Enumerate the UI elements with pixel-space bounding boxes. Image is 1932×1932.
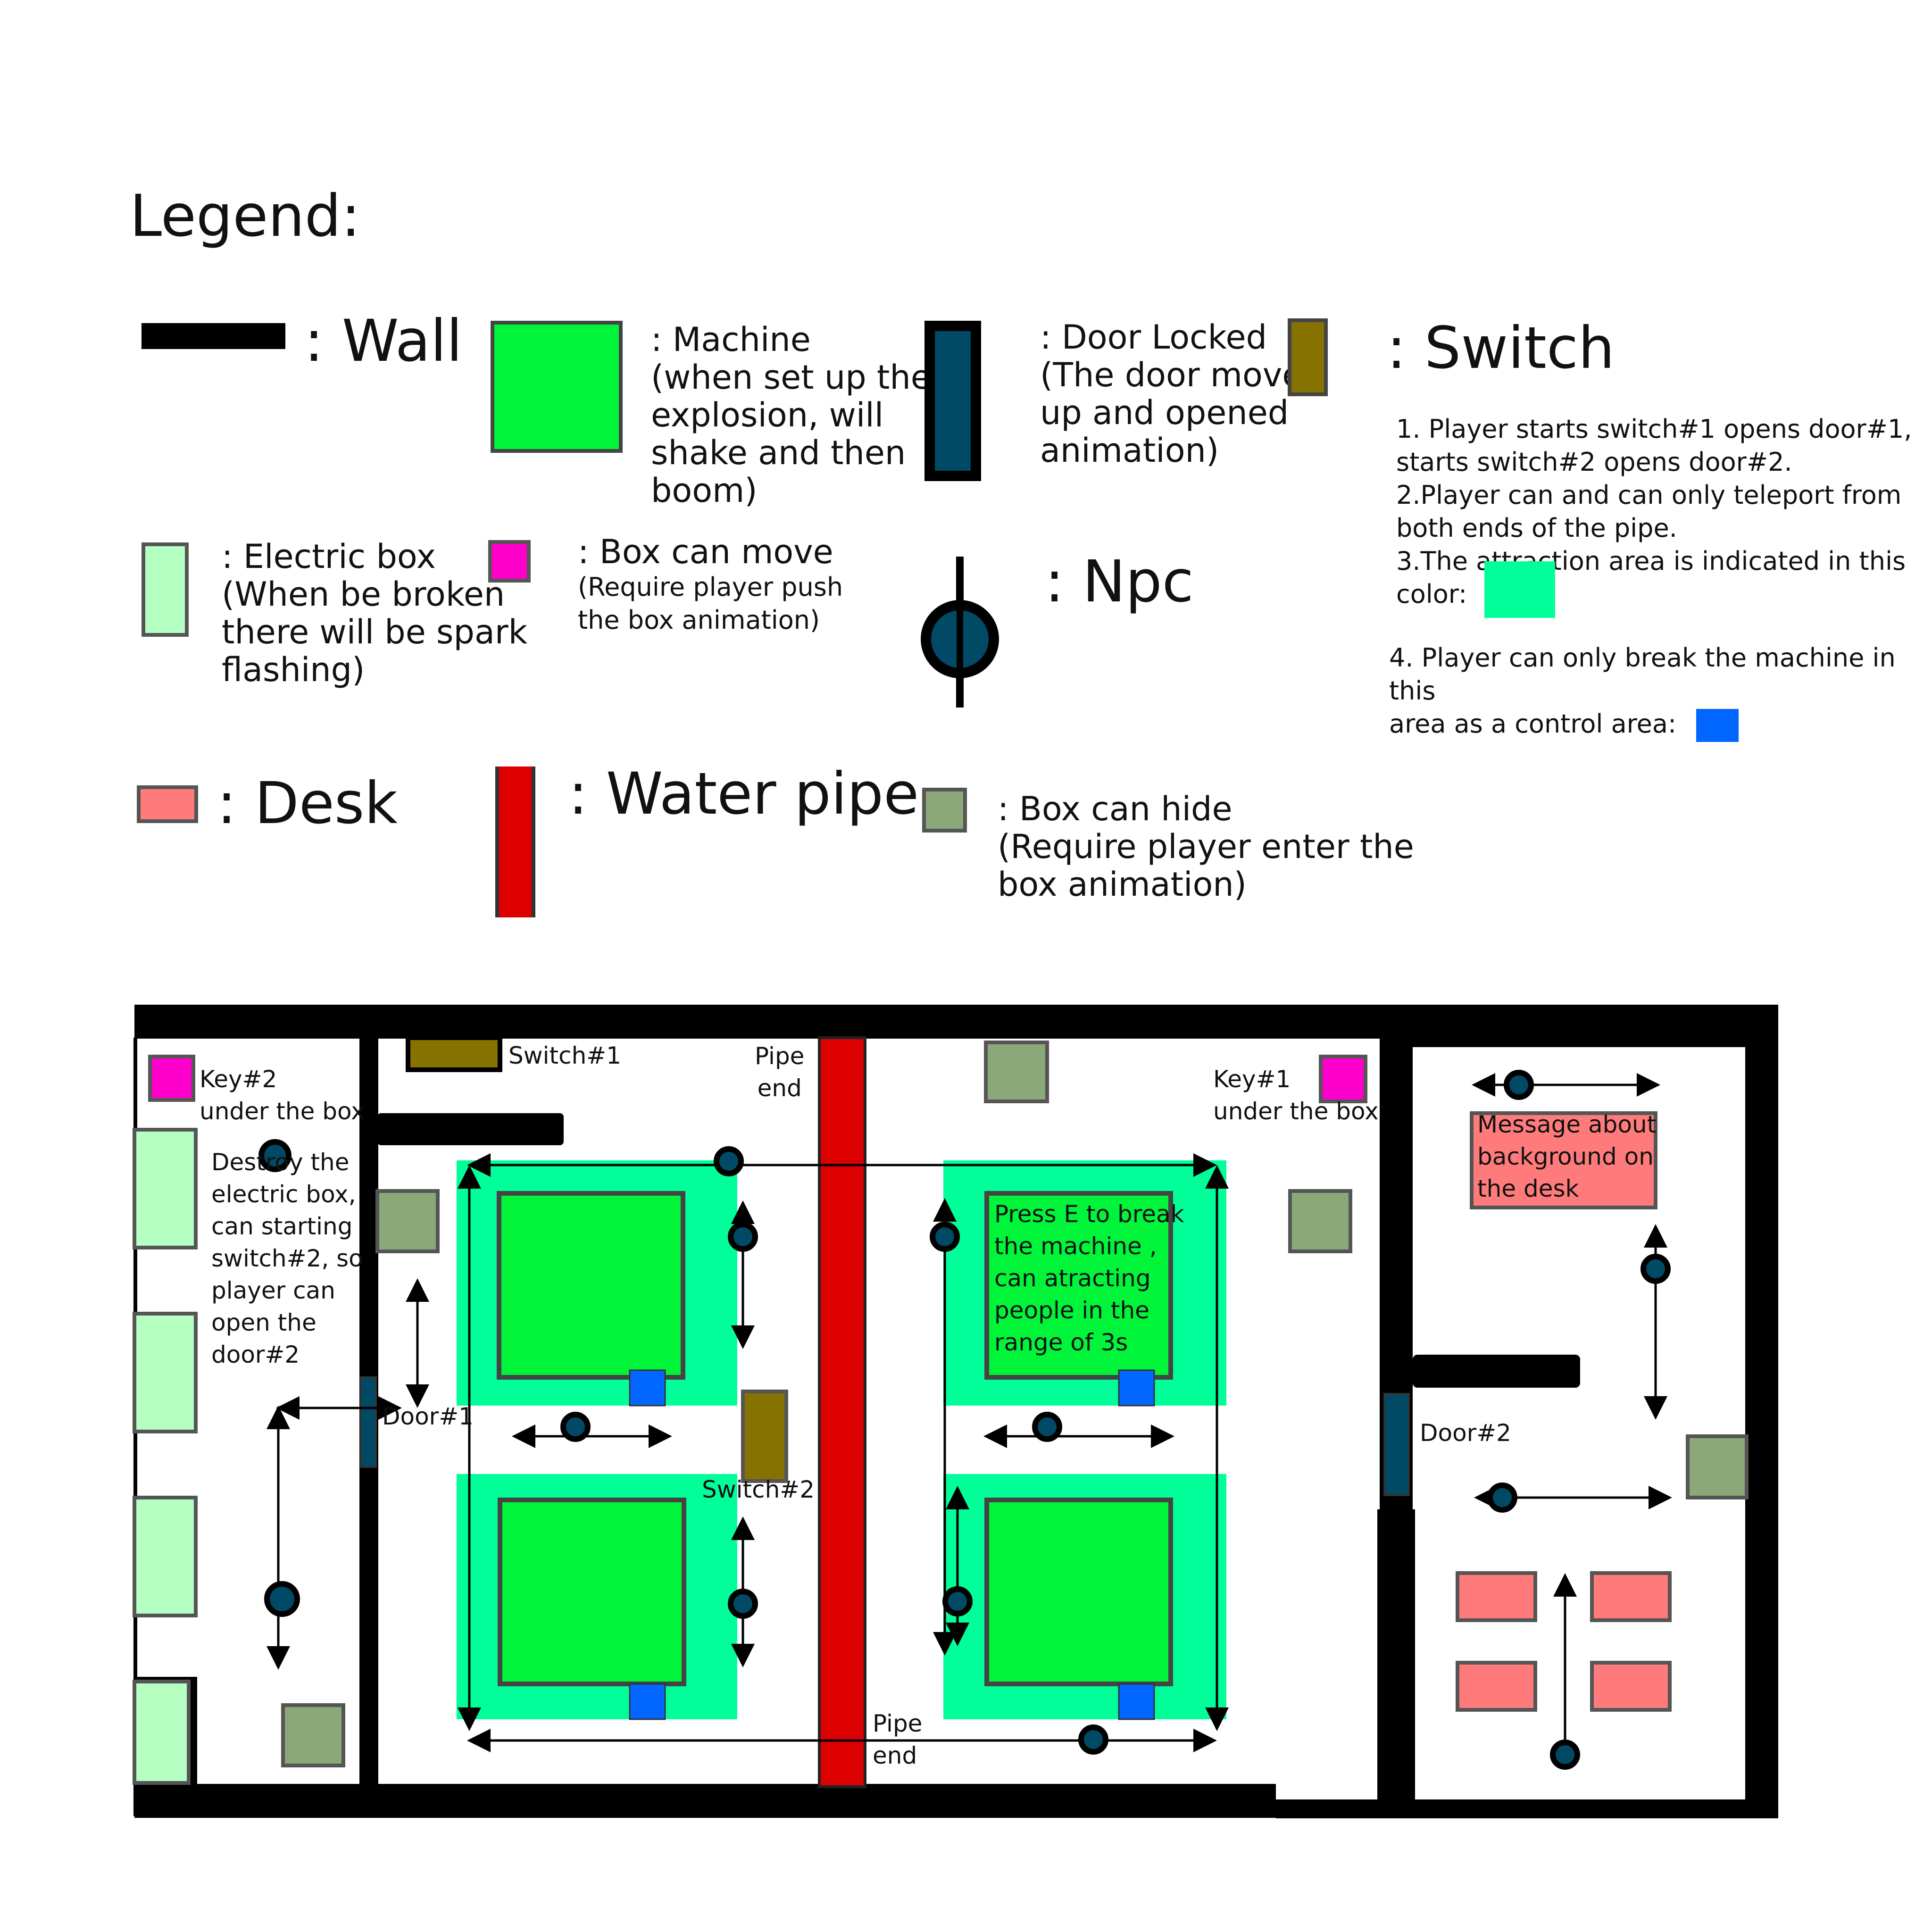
npc [1641, 1254, 1671, 1284]
electric-box[interactable] [133, 1680, 191, 1785]
electric-box[interactable] [133, 1128, 198, 1249]
legend-wall-swatch [142, 323, 285, 349]
door2-label: Door#2 [1420, 1419, 1511, 1447]
control-area-swatch [1696, 709, 1739, 742]
movable-box-key2[interactable] [148, 1055, 195, 1102]
patrol-paths [266, 1073, 1672, 1752]
attraction-area-swatch [1484, 561, 1556, 618]
control-area[interactable] [629, 1683, 666, 1720]
npc [1078, 1724, 1108, 1755]
desk[interactable] [1590, 1571, 1672, 1622]
switch2-label: Switch#2 [702, 1476, 815, 1503]
switch-2[interactable] [741, 1390, 788, 1483]
npc [1550, 1740, 1580, 1770]
legend-title: Legend: [130, 183, 361, 250]
hide-box[interactable] [984, 1041, 1049, 1103]
wall-top [134, 1005, 1778, 1039]
pipe-end-top-label: Pipe end [755, 1042, 805, 1102]
key1-label: Key#1 under the box [1213, 1066, 1379, 1125]
legend-box-move-swatch [488, 540, 531, 583]
desk[interactable] [1456, 1571, 1537, 1622]
electric-box[interactable] [133, 1312, 198, 1433]
legend-switch-swatch [1288, 318, 1328, 396]
npc [1032, 1412, 1062, 1442]
legend-box-hide-swatch [922, 788, 967, 833]
movable-box-key1[interactable] [1319, 1055, 1367, 1103]
legend-npc-icon [921, 557, 999, 708]
npc [264, 1581, 300, 1617]
control-area[interactable] [1118, 1369, 1155, 1407]
npc [560, 1412, 591, 1442]
control-area[interactable] [629, 1369, 666, 1407]
switch1-label: Switch#1 [508, 1042, 622, 1069]
legend-desk-swatch [137, 785, 198, 823]
door-1[interactable] [360, 1376, 377, 1468]
control-area[interactable] [1118, 1683, 1155, 1720]
wall-right-room-ledge [1413, 1355, 1580, 1388]
legend-box-hide-text: : Box can hide (Require player enter the… [998, 790, 1414, 904]
legend-wall-label: : Wall [304, 308, 463, 375]
press-e-note: Press E to break the machine , can atrac… [994, 1200, 1184, 1356]
legend-npc-label: : Npc [1045, 548, 1194, 615]
legend-machine-swatch [491, 321, 623, 453]
legend-switch-notes: 1. Player starts switch#1 opens door#1, … [1396, 413, 1912, 634]
legend-water-pipe-label: : Water pipe [568, 760, 919, 827]
legend-door-swatch [924, 321, 981, 481]
desk[interactable] [1590, 1661, 1672, 1712]
legend-machine-text: : Machine (when set up the explosion, wi… [651, 320, 931, 510]
legend-switch-label: : Switch [1387, 315, 1615, 382]
legend-door-text: : Door Locked (The door moved up and ope… [1040, 318, 1324, 470]
hide-box[interactable] [1686, 1434, 1749, 1499]
npcs [258, 1070, 1671, 1770]
wall-bottom [134, 1784, 1276, 1818]
machine[interactable] [498, 1498, 686, 1686]
hide-box[interactable] [1288, 1189, 1352, 1253]
machine[interactable] [497, 1191, 685, 1380]
desk-message[interactable] [1470, 1111, 1657, 1209]
machine[interactable] [984, 1191, 1173, 1380]
legend-electric-box-text: : Electric box (When be broken there wil… [222, 537, 528, 689]
npc [728, 1589, 758, 1619]
npc [942, 1586, 973, 1616]
switch-1[interactable] [406, 1035, 502, 1072]
key2-label: Key#2 under the box [200, 1066, 365, 1125]
legend-box-move-text: : Box can move (Require player push the … [578, 533, 843, 635]
electric-box[interactable] [133, 1496, 198, 1617]
npc [728, 1222, 758, 1252]
wall-bottom-right [1276, 1799, 1778, 1818]
door1-label: Door#1 [382, 1403, 474, 1430]
pipe-end-bottom-label: Pipe end [873, 1710, 923, 1769]
npc [1487, 1482, 1517, 1513]
wall-right-room-top [1413, 1038, 1757, 1047]
legend-electric-box-swatch [142, 542, 189, 637]
legend-water-pipe-swatch [495, 766, 535, 917]
message-desk-text: Message about background on the desk [1477, 1111, 1657, 1202]
destroy-electric-box-note: Destroy the electric box, can starting s… [211, 1149, 363, 1368]
npc [1504, 1070, 1534, 1100]
door-2[interactable] [1383, 1393, 1410, 1496]
legend-switch-note-4: 4. Player can only break the machine in … [1389, 641, 1932, 742]
water-pipe[interactable] [818, 1036, 866, 1788]
wall-right [1745, 1005, 1778, 1818]
npc [714, 1146, 744, 1176]
hide-box[interactable] [375, 1189, 440, 1253]
desk[interactable] [1456, 1661, 1537, 1712]
wall-corner-bottom-left-v [189, 1677, 197, 1785]
npc [930, 1222, 960, 1252]
wall-left-room-ledge [377, 1113, 564, 1145]
machine[interactable] [984, 1498, 1173, 1686]
hide-box[interactable] [281, 1703, 345, 1767]
legend-desk-label: : Desk [217, 770, 398, 837]
wall-right-room-left-outer [1377, 1509, 1415, 1802]
npc [258, 1139, 291, 1172]
